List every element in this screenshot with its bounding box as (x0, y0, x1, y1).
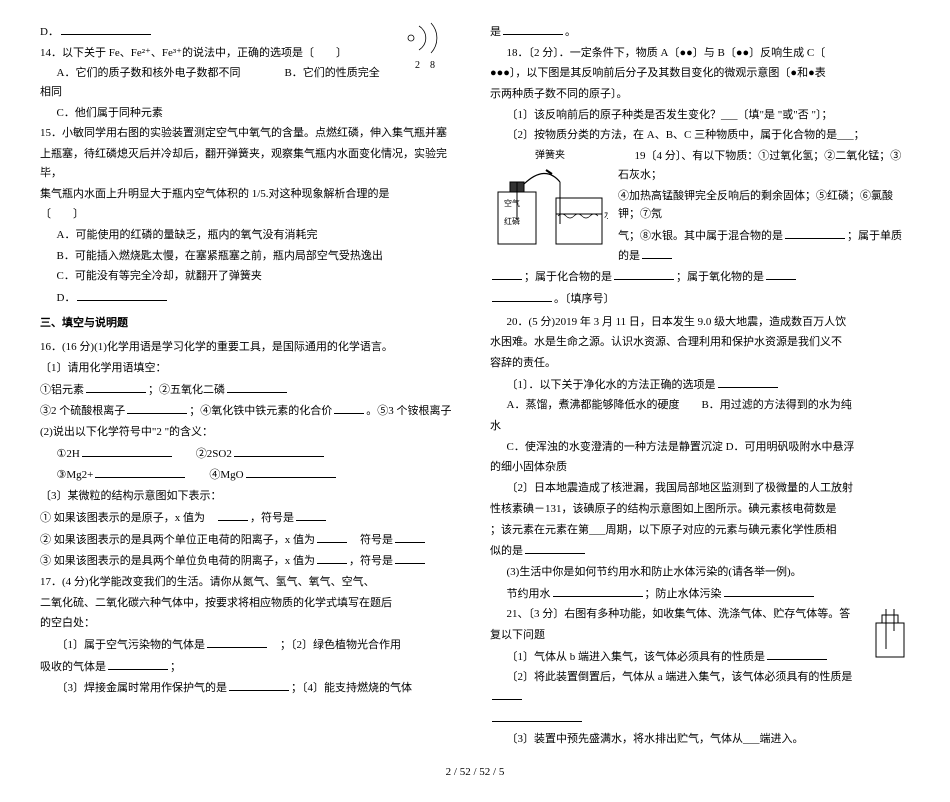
q19-block: 弹簧夹 空气 红磷 水 (490, 147, 910, 311)
q21-1: 21、〔3 分〕右图有多种功能，如收集气体、洗涤气体、贮存气体等。答 (490, 605, 910, 624)
q16-2: (2)说出以下化学符号中"2 "的含义： (40, 423, 460, 442)
q20-2: 水困难。水是生命之源。认识水资源、合理利用和保护水资源是我们义不 (490, 333, 910, 352)
q17-row1: 〔1〕属于空气污染物的气体是 ；〔2〕绿色植物光合作用 (40, 635, 460, 655)
q20-ab: A．蒸馏，煮沸都能够降低水的硬度 B．用过滤的方法得到的水为纯 (490, 396, 910, 415)
q15-bracket: 〔 〕 (40, 205, 460, 224)
q16-3: 〔3〕某微粒的结构示意图如下表示： (40, 487, 460, 506)
page-footer: 2 / 52 / 52 / 5 (40, 763, 910, 782)
q21-blank (490, 709, 910, 729)
q17-3: 的空白处： (40, 614, 460, 633)
q21-c: 〔3〕装置中预先盛满水，将水排出贮气，气体从___端进入。 (490, 730, 910, 749)
q20-c2: 的细小固体杂质 (490, 458, 910, 477)
q20-10: 节约用水；防止水体污染 (490, 584, 910, 604)
q18-3: 示两种质子数不同的原子〕。 (490, 85, 910, 104)
atom-diagram: 2 8 (390, 20, 460, 74)
air-label: 空气 (504, 198, 520, 208)
section-3-title: 三、填空与说明题 (40, 314, 460, 333)
q15-a: A．可能使用的红磷的量缺乏，瓶内的氧气没有消耗完 (40, 226, 460, 245)
q20-cd: C．使浑浊的水变澄清的一种方法是静置沉淀 D．可用明矾吸附水中悬浮 (490, 438, 910, 457)
q18-4: 〔1〕该反响前后的原子种类是否发生变化？___〔填"是 "或"否 "〕； (490, 106, 910, 125)
q16: 16．(16 分)(1)化学用语是学习化学的重要工具，是国际通用的化学语言。 (40, 338, 460, 357)
q15-line1: 15．小敏同学用右图的实验装置测定空气中氧气的含量。点燃红磷，伸入集气瓶并塞 (40, 124, 460, 143)
q20-9: (3)生活中你是如何节约用水和防止水体污染的(请各举一例)。 (490, 563, 910, 582)
q19-5: 。〔填序号〕 (490, 289, 910, 309)
q17-row2: 吸收的气体是； (40, 657, 460, 677)
q16-1-row1: ①铝元素；②五氧化二磷 (40, 380, 460, 400)
q16-1-row2: ③2 个硫酸根离子；④氧化铁中铁元素的化合价。⑤3 个铵根离子 (40, 401, 460, 421)
q16-3a: ① 如果该图表示的是原子，x 值为 ，符号是 (40, 508, 460, 528)
q17-1: 17．(4 分)化学能改变我们的生活。请你从氮气、氢气、氧气、空气、 (40, 573, 460, 592)
q18-1: 18．〔2 分〕．一定条件下，物质 A〔●●〕与 B〔●●〕反响生成 C〔 (490, 44, 910, 63)
right-column: 是。 18．〔2 分〕．一定条件下，物质 A〔●●〕与 B〔●●〕反响生成 C〔… (490, 20, 910, 751)
q16-3c: ③ 如果该图表示的是具两个单位负电荷的阴离子，x 值为，符号是 (40, 551, 460, 571)
q21-b: 〔2〕将此装置倒置后，气体从 a 端进入集气，该气体必须具有的性质是 (490, 668, 910, 706)
q20-7: ；该元素在元素在第___周期，以下原子对应的元素与碘元素化学性质相 (490, 521, 910, 540)
q21-a: 〔1〕气体从 b 端进入集气，该气体必须具有的性质是 (490, 647, 910, 667)
q17-2: 二氧化硫、二氧化碳六种气体中，按要求将相应物质的化学式填写在题后 (40, 594, 460, 613)
red-p-label: 红磷 (504, 216, 520, 226)
q18-2: ●●●〕，以下图是其反响前后分子及其数目变化的微观示意图〔●和●表 (490, 64, 910, 83)
q17-row3: 〔3〕焊接金属时常用作保护气的是；〔4〕能支持燃烧的气体 (40, 678, 460, 698)
apparatus-diagram: 弹簧夹 空气 红磷 水 (490, 147, 610, 261)
water-label: 水 (604, 209, 608, 220)
q20-8: 似的是 (490, 541, 910, 561)
spring-clip-label: 弹簧夹 (490, 147, 610, 164)
q15-line2: 上瓶塞，待红磷熄灭后并冷却后，翻开弹簧夹，观察集气瓶内水面变化情况，实验完毕， (40, 145, 460, 182)
q16-3b: ② 如果该图表示的是具两个单位正电荷的阳离子，x 值为 符号是 (40, 530, 460, 550)
q18-5: 〔2〕按物质分类的方法，在 A、B、C 三种物质中，属于化合物的是___； (490, 126, 910, 145)
q15-d: D． (40, 288, 460, 308)
gas-bottle-diagram (870, 605, 910, 670)
q20-3: 容辞的责任。 (490, 354, 910, 373)
q15-b: B．可能插入燃烧匙太慢，在塞紧瓶塞之前，瓶内局部空气受热逸出 (40, 247, 460, 266)
q19-4: ；属于化合物的是；属于氧化物的是 (490, 267, 910, 287)
page-container: 2 8 D． 14．以下关于 Fe、Fe²⁺、Fe³⁺的说法中，正确的选项是〔 … (40, 20, 910, 751)
r-cont: 是。 (490, 22, 910, 42)
q16-1: 〔1〕请用化学用语填空： (40, 359, 460, 378)
q20-1: 20．(5 分)2019 年 3 月 11 日，日本发生 9.0 级大地震，造成… (490, 313, 910, 332)
q20-b2: 水 (490, 417, 910, 436)
diagram-numbers: 2 8 (390, 57, 460, 74)
q15-line3: 集气瓶内水面上升明显大于瓶内空气体积的 1/5.对这种现象解析合理的是 (40, 185, 460, 204)
q20-4: 〔1〕．以下关于净化水的方法正确的选项是 (490, 375, 910, 395)
left-column: 2 8 D． 14．以下关于 Fe、Fe²⁺、Fe³⁺的说法中，正确的选项是〔 … (40, 20, 460, 751)
q20-6: 性核素碘－131，该碘原子的结构示意图如上图所示。碘元素核电荷数是 (490, 500, 910, 519)
q16-2-row1: ①2H ②2SO2 (40, 444, 460, 464)
q16-2-row2: ③Mg2+ ④MgO (40, 465, 460, 485)
q15-c: C．可能没有等完全冷却，就翻开了弹簧夹 (40, 267, 460, 286)
q20-5: 〔2〕日本地震造成了核泄漏，我国局部地区监测到了极微量的人工放射 (490, 479, 910, 498)
q21-2: 复以下问题 (490, 626, 910, 645)
q14-opt-c: C．他们属于同种元素 (40, 104, 460, 123)
